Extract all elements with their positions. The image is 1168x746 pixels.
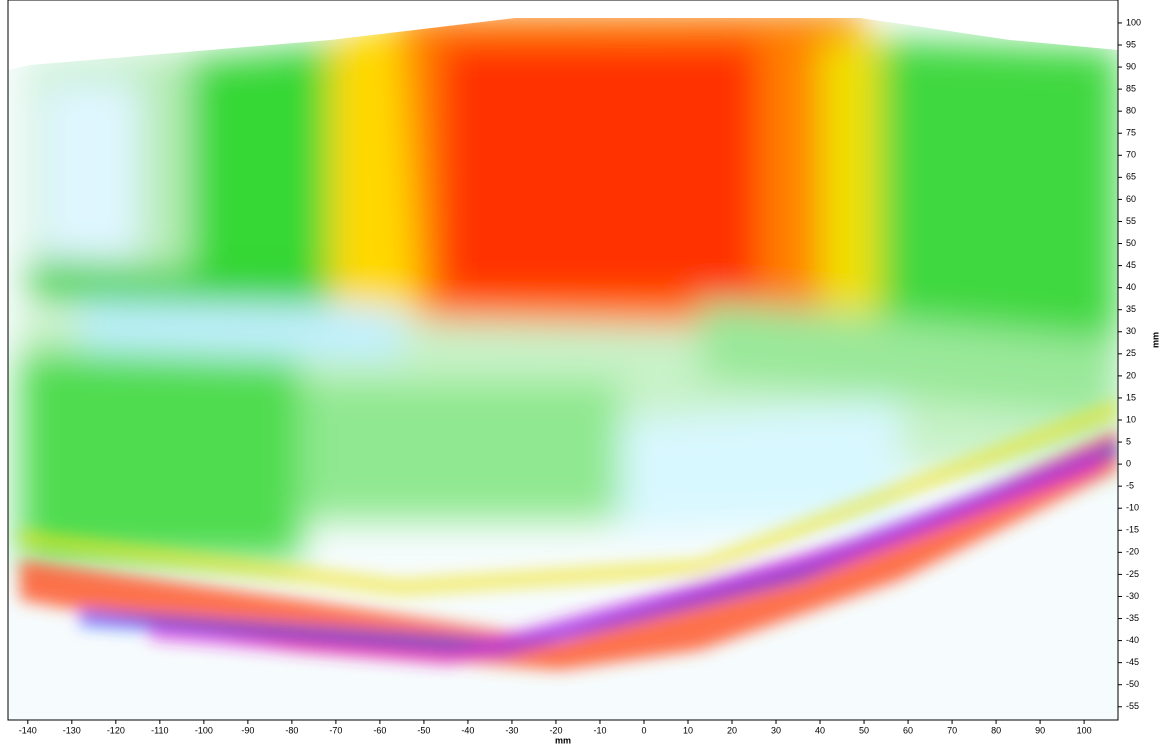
y-tick-label: 0 [1126, 458, 1131, 468]
y-tick-label: 85 [1126, 83, 1136, 93]
y-tick-label: -10 [1126, 503, 1139, 513]
x-tick-label: -100 [195, 725, 213, 735]
plot-frame [7, 0, 1119, 721]
x-tick-label: -20 [549, 725, 562, 735]
y-tick-label: -15 [1126, 525, 1139, 535]
y-tick-label: 20 [1126, 370, 1136, 380]
y-tick-label: 45 [1126, 260, 1136, 270]
x-tick-label: -120 [107, 725, 125, 735]
x-tick-label: 0 [641, 725, 646, 735]
y-tick-label: 70 [1126, 150, 1136, 160]
y-tick-label: -20 [1126, 547, 1139, 557]
x-tick-label: 40 [815, 725, 825, 735]
x-tick-label: -50 [417, 725, 430, 735]
y-tick-label: 50 [1126, 238, 1136, 248]
y-tick-label: 90 [1126, 61, 1136, 71]
x-tick-label: 20 [727, 725, 737, 735]
x-tick-label: 80 [991, 725, 1001, 735]
y-tick-label: 60 [1126, 194, 1136, 204]
x-tick-label: -130 [63, 725, 81, 735]
y-tick-label: 5 [1126, 436, 1131, 446]
x-tick-label: 50 [859, 725, 869, 735]
x-tick-label: 60 [903, 725, 913, 735]
y-tick-label: 75 [1126, 128, 1136, 138]
y-tick-label: 95 [1126, 39, 1136, 49]
y-tick-label: 25 [1126, 348, 1136, 358]
y-tick-label: -30 [1126, 591, 1139, 601]
x-tick-label: 90 [1035, 725, 1045, 735]
y-tick-label: -40 [1126, 635, 1139, 645]
x-tick-label: -140 [19, 725, 37, 735]
x-tick-label: -110 [151, 725, 168, 735]
y-tick-label: -50 [1126, 679, 1139, 689]
x-tick-label: -90 [241, 725, 254, 735]
x-tick-label: -80 [285, 725, 298, 735]
y-axis-label: mm [1150, 332, 1160, 348]
y-tick-label: 80 [1126, 106, 1136, 116]
y-tick-label: 30 [1126, 326, 1136, 336]
x-tick-label: 10 [683, 725, 693, 735]
x-tick-label: 100 [1077, 725, 1092, 735]
x-tick-label: -60 [373, 725, 386, 735]
x-tick-label: 30 [771, 725, 781, 735]
y-tick-label: -55 [1126, 701, 1139, 711]
y-tick-label: -45 [1126, 657, 1139, 667]
y-tick-label: 35 [1126, 304, 1136, 314]
y-tick-label: 55 [1126, 216, 1136, 226]
x-tick-label: -40 [461, 725, 474, 735]
y-tick-label: 15 [1126, 392, 1136, 402]
y-tick-label: 100 [1126, 17, 1141, 27]
x-axis-label: mm [555, 735, 571, 745]
y-tick-label: 10 [1126, 414, 1136, 424]
y-tick-label: -5 [1126, 481, 1134, 491]
x-tick-label: 70 [947, 725, 957, 735]
y-tick-label: -25 [1126, 569, 1139, 579]
y-tick-label: 65 [1126, 172, 1136, 182]
surface-image [8, 0, 1118, 720]
y-tick-label: 40 [1126, 282, 1136, 292]
x-tick-label: -70 [329, 725, 342, 735]
x-tick-label: -30 [505, 725, 518, 735]
y-tick-label: -35 [1126, 613, 1139, 623]
x-tick-label: -10 [593, 725, 606, 735]
